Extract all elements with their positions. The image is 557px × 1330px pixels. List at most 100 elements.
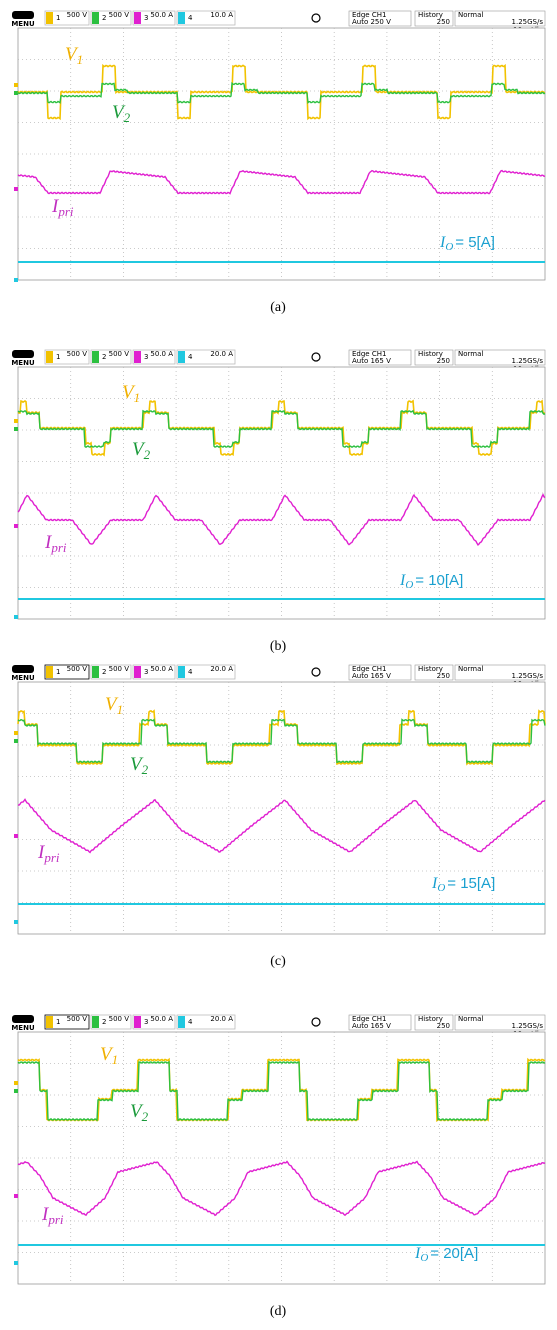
channel-box: [44, 664, 90, 680]
waveform-ipri: [17, 798, 546, 854]
channel-swatch: [46, 1016, 53, 1028]
mode-line1: Normal: [458, 665, 483, 673]
screen: [17, 366, 546, 620]
ground-marker: [14, 91, 18, 95]
channel-number: 3: [144, 14, 148, 22]
trigger-line2: Auto 165 V: [352, 357, 391, 365]
io-main: I: [439, 234, 446, 251]
io-label: IO = 20[A]: [414, 1245, 478, 1264]
channel-swatch: [178, 1016, 185, 1028]
trigger-line1: Edge CH1: [352, 11, 386, 19]
caption: (d): [270, 1304, 287, 1319]
menu-icon: [12, 1015, 34, 1023]
io-sub: O: [437, 882, 445, 894]
trigger-box: [348, 664, 412, 681]
waveform-v1: [17, 63, 546, 121]
channel-swatch: [92, 12, 99, 24]
channel-scale: 500 V: [67, 665, 88, 673]
io-main: I: [414, 1245, 421, 1262]
waveform-label: V2: [112, 102, 131, 125]
menu-label: MENU: [11, 674, 35, 682]
channel-scale: 500 V: [109, 665, 130, 673]
waveform-ipri: [17, 1160, 546, 1217]
io-label: IO = 10[A]: [399, 572, 463, 591]
menu-label: MENU: [11, 1024, 35, 1032]
channel-box: [176, 10, 236, 26]
channel-box: [90, 664, 132, 680]
trigger-box: [348, 1014, 412, 1031]
waveform-label: V1: [105, 694, 123, 717]
label-sub: pri: [43, 850, 60, 865]
menu-label: MENU: [11, 20, 35, 28]
channel-scale: 10.0 A: [210, 11, 233, 19]
mode-box: [454, 349, 546, 366]
channel-box: [90, 1014, 132, 1030]
channel-scale: 20.0 A: [210, 350, 233, 358]
channel-number: 3: [144, 668, 148, 676]
trigger-icon: [311, 1017, 321, 1027]
io-sub: O: [445, 241, 453, 253]
channel-scale: 500 V: [67, 11, 88, 19]
label-sub: pri: [50, 540, 67, 555]
channel-swatch: [178, 666, 185, 678]
ground-marker: [14, 1089, 18, 1093]
label-main: V: [130, 754, 144, 775]
ground-marker: [14, 615, 18, 619]
channel-swatch: [134, 666, 141, 678]
channel-box: [132, 349, 176, 365]
channel-swatch: [46, 351, 53, 363]
history-box: [414, 349, 454, 366]
ground-marker: [14, 731, 18, 735]
menu-icon: [12, 665, 34, 673]
io-main: I: [431, 875, 438, 892]
channel-scale: 20.0 A: [210, 1015, 233, 1023]
mode-box: [454, 1014, 546, 1031]
channel-box: [44, 1014, 90, 1030]
waveform-v2: [17, 1060, 546, 1122]
channel-number: 1: [56, 1018, 60, 1026]
channel-number: 1: [56, 668, 60, 676]
trigger-line2: Auto 250 V: [352, 18, 391, 26]
io-sub: O: [420, 1252, 428, 1264]
channel-number: 4: [188, 353, 193, 361]
label-main: I: [41, 1204, 50, 1225]
waveform-label: V2: [132, 439, 151, 462]
channel-box: [90, 10, 132, 26]
ground-marker: [14, 419, 18, 423]
channel-number: 4: [188, 668, 193, 676]
channel-swatch: [46, 666, 53, 678]
channel-number: 4: [188, 14, 193, 22]
channel-swatch: [134, 351, 141, 363]
trigger-icon: [311, 13, 321, 23]
trigger-line1: Edge CH1: [352, 1015, 386, 1023]
label-sub: 2: [124, 110, 131, 125]
caption: (c): [270, 954, 286, 969]
channel-scale: 500 V: [109, 11, 130, 19]
history-line2: 250: [437, 18, 450, 26]
history-line1: History: [418, 350, 443, 358]
menu-label: MENU: [11, 359, 35, 367]
history-line2: 250: [437, 1022, 450, 1030]
label-main: V: [132, 439, 146, 460]
waveform-label: V1: [65, 44, 83, 67]
trigger-line1: Edge CH1: [352, 350, 386, 358]
trigger-line2: Auto 165 V: [352, 672, 391, 680]
label-sub: pri: [57, 204, 74, 219]
channel-box: [176, 664, 236, 680]
ground-marker: [14, 1261, 18, 1265]
channel-number: 3: [144, 1018, 148, 1026]
channel-number: 2: [102, 1018, 106, 1026]
label-sub: 1: [77, 52, 84, 67]
channel-box: [176, 1014, 236, 1030]
channel-scale: 500 V: [109, 350, 130, 358]
menu-icon: [12, 350, 34, 358]
channel-number: 1: [56, 14, 60, 22]
waveform-v1: [17, 399, 546, 457]
io-sub: O: [405, 579, 413, 591]
channel-number: 3: [144, 353, 148, 361]
label-sub: 1: [117, 702, 124, 717]
ground-marker: [14, 524, 18, 528]
